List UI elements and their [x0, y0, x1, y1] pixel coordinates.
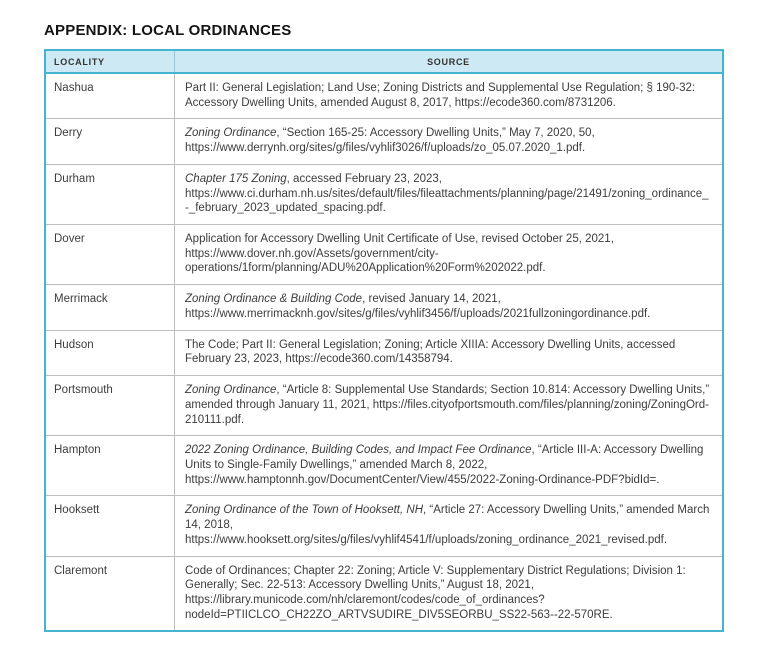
table-row: Nashua Part II: General Legislation; Land…: [44, 72, 724, 120]
source-title-text: 2022 Zoning Ordinance, Building Codes, a…: [185, 444, 532, 457]
table-row: Hudson The Code; Part II: General Legisla…: [44, 329, 724, 377]
source-citation-text: , “Article 8: Supplemental Use Standards…: [185, 384, 710, 426]
source-cell: Part II: General Legislation; Land Use; …: [174, 72, 724, 120]
source-cell: Application for Accessory Dwelling Unit …: [174, 224, 724, 286]
locality-cell: Dover: [44, 224, 175, 286]
table-body: Nashua Part II: General Legislation; Land…: [44, 72, 724, 632]
locality-cell: Hampton: [44, 435, 175, 497]
column-header-source: SOURCE: [174, 50, 723, 74]
locality-cell: Merrimack: [44, 284, 175, 331]
source-citation-text: Code of Ordinances; Chapter 22: Zoning; …: [185, 564, 686, 621]
source-citation-text: , revised January 14, 2021, https://www.…: [185, 293, 651, 320]
source-cell: Chapter 175 Zoning, accessed February 23…: [174, 163, 724, 226]
table-row: Hooksett Zoning Ordinance of the Town of …: [44, 495, 724, 557]
ordinances-table: LOCALITY SOURCE Nashua Part II: General L…: [44, 49, 724, 633]
source-cell: 2022 Zoning Ordinance, Building Codes, a…: [174, 435, 724, 497]
locality-cell: Durham: [44, 163, 175, 226]
source-citation-text: , “Article 27: Accessory Dwelling Units,…: [185, 504, 710, 546]
table-row: Durham Chapter 175 Zoning, accessed Febru…: [44, 163, 724, 226]
source-title-text: Zoning Ordinance of the Town of Hooksett…: [185, 504, 424, 517]
table-row: Portsmouth Zoning Ordinance, “Article 8: …: [44, 375, 724, 437]
source-title-text: Chapter 175 Zoning: [185, 172, 287, 185]
table-row: Derry Zoning Ordinance, “Section 165-25: …: [44, 118, 724, 165]
source-cell: Zoning Ordinance, “Section 165-25: Acces…: [174, 118, 724, 165]
locality-cell: Hooksett: [44, 495, 175, 557]
table-row: Hampton 2022 Zoning Ordinance, Building C…: [44, 435, 724, 497]
source-citation-text: , “Article III-A: Accessory Dwelling Uni…: [185, 444, 704, 486]
source-citation-text: Part II: General Legislation; Land Use; …: [185, 82, 696, 109]
page-title: APPENDIX: LOCAL ORDINANCES: [44, 22, 292, 39]
locality-cell: Nashua: [44, 72, 175, 120]
locality-cell: Portsmouth: [44, 375, 175, 437]
source-cell: Code of Ordinances; Chapter 22: Zoning; …: [174, 555, 724, 632]
source-citation-text: , accessed February 23, 2023, https://ww…: [185, 172, 709, 215]
source-citation-text: , “Section 165-25: Accessory Dwelling Un…: [185, 127, 595, 155]
source-cell: The Code; Part II: General Legislation; …: [174, 329, 724, 377]
locality-cell: Hudson: [44, 329, 175, 377]
source-title-text: Zoning Ordinance: [185, 384, 277, 397]
table-row: Merrimack Zoning Ordinance & Building Cod…: [44, 284, 724, 331]
locality-cell: Claremont: [44, 555, 175, 632]
source-citation-text: The Code; Part II: General Legislation; …: [185, 338, 676, 366]
table-row: Claremont Code of Ordinances; Chapter 22:…: [44, 555, 724, 632]
source-title-text: Zoning Ordinance: [185, 127, 277, 140]
source-cell: Zoning Ordinance of the Town of Hooksett…: [174, 495, 724, 557]
column-header-locality: LOCALITY: [45, 50, 175, 74]
table-row: Dover Application for Accessory Dwelling …: [44, 224, 724, 286]
source-cell: Zoning Ordinance, “Article 8: Supplement…: [174, 375, 724, 437]
source-cell: Zoning Ordinance & Building Code, revise…: [174, 284, 724, 331]
source-title-text: Zoning Ordinance & Building Code: [185, 293, 363, 306]
table-header-row: LOCALITY SOURCE: [45, 50, 723, 74]
locality-cell: Derry: [44, 118, 175, 165]
source-citation-text: Application for Accessory Dwelling Unit …: [185, 233, 614, 275]
